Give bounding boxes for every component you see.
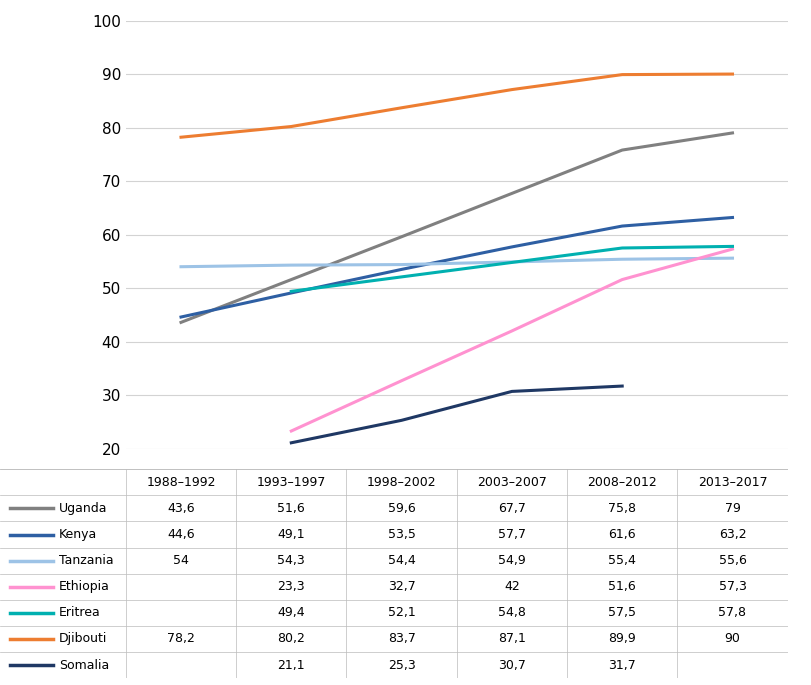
Text: 31,7: 31,7 [607,658,635,671]
Text: 79: 79 [723,502,740,515]
Text: 89,9: 89,9 [607,632,635,645]
Text: 25,3: 25,3 [387,658,415,671]
Text: 23,3: 23,3 [277,580,305,593]
Text: 54,9: 54,9 [497,554,526,567]
Text: 63,2: 63,2 [718,528,745,541]
Text: Ethiopia: Ethiopia [59,580,110,593]
Text: 54: 54 [173,554,189,567]
Text: 54,3: 54,3 [277,554,305,567]
Text: 30,7: 30,7 [497,658,526,671]
Text: 90: 90 [723,632,740,645]
Text: Uganda: Uganda [59,502,108,515]
Text: 1998–2002: 1998–2002 [367,476,436,489]
Text: 61,6: 61,6 [607,528,635,541]
Text: 52,1: 52,1 [387,606,415,619]
Text: 51,6: 51,6 [607,580,635,593]
Text: 53,5: 53,5 [387,528,415,541]
Text: Tanzania: Tanzania [59,554,114,567]
Text: 83,7: 83,7 [387,632,415,645]
Text: 44,6: 44,6 [167,528,195,541]
Text: 87,1: 87,1 [497,632,526,645]
Text: 1988–1992: 1988–1992 [146,476,216,489]
Text: 2013–2017: 2013–2017 [697,476,766,489]
Text: 57,7: 57,7 [497,528,526,541]
Text: 32,7: 32,7 [387,580,415,593]
Text: 49,1: 49,1 [277,528,305,541]
Text: 49,4: 49,4 [277,606,305,619]
Text: 80,2: 80,2 [277,632,305,645]
Text: 55,6: 55,6 [718,554,745,567]
Text: 55,4: 55,4 [607,554,635,567]
Text: 54,4: 54,4 [387,554,415,567]
Text: Eritrea: Eritrea [59,606,101,619]
Text: 51,6: 51,6 [277,502,305,515]
Text: Djibouti: Djibouti [59,632,107,645]
Text: 59,6: 59,6 [387,502,415,515]
Text: 2008–2012: 2008–2012 [586,476,656,489]
Text: 78,2: 78,2 [167,632,195,645]
Text: 21,1: 21,1 [277,658,305,671]
Text: 42: 42 [504,580,519,593]
Text: Somalia: Somalia [59,658,109,671]
Text: 57,5: 57,5 [607,606,635,619]
Text: 1993–1997: 1993–1997 [256,476,325,489]
Text: 54,8: 54,8 [497,606,526,619]
Text: 57,3: 57,3 [718,580,745,593]
Text: 67,7: 67,7 [497,502,526,515]
Text: 75,8: 75,8 [607,502,635,515]
Text: 57,8: 57,8 [718,606,745,619]
Text: Kenya: Kenya [59,528,97,541]
Text: 2003–2007: 2003–2007 [476,476,546,489]
Text: 43,6: 43,6 [167,502,195,515]
